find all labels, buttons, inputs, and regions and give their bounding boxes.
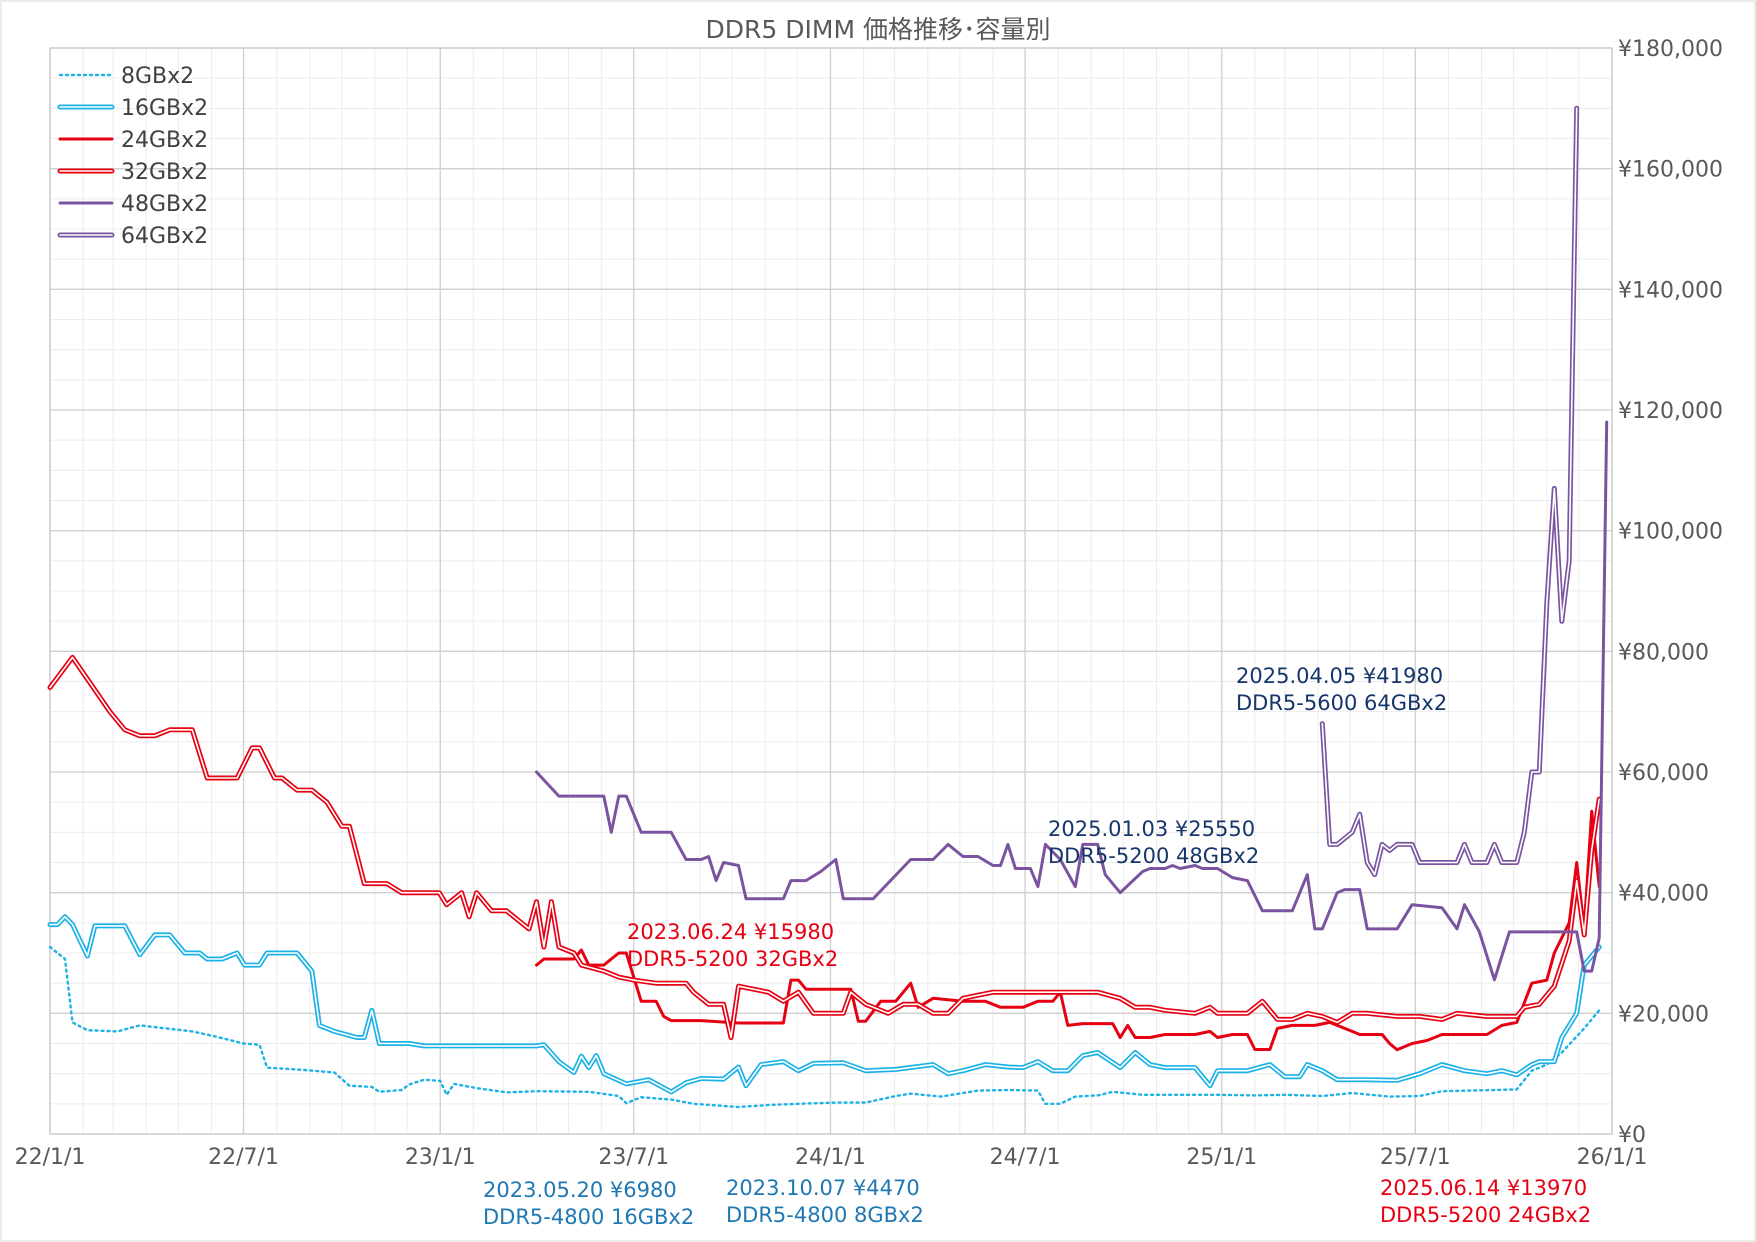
series-line-24GBx2 <box>535 809 1601 1052</box>
plot-area-border <box>49 47 1613 1135</box>
legend-item: 64GBx2 <box>57 224 208 249</box>
annotation-line: 2025.04.05 ¥41980 <box>1236 664 1443 688</box>
legend-item: 24GBx2 <box>58 128 208 153</box>
legend: 8GBx2 16GBx2 24GBx2 32GBx2 48GBx2 64GBx2 <box>57 64 208 249</box>
y-tick-label: ¥60,000 <box>1618 761 1709 786</box>
x-tick-label: 22/1/1 <box>15 1145 86 1170</box>
legend-item: 48GBx2 <box>58 192 208 217</box>
annotation: 2025.01.03 ¥25550 DDR5-5200 48GBx2 <box>1048 817 1259 868</box>
legend-label: 8GBx2 <box>121 64 194 89</box>
legend-label: 64GBx2 <box>121 224 208 249</box>
series-line-32GBx2-inner <box>49 656 1600 1039</box>
annotation-line: DDR5-5600 64GBx2 <box>1236 691 1447 715</box>
annotation-line: DDR5-5200 24GBx2 <box>1380 1203 1591 1227</box>
y-tick-label: ¥140,000 <box>1618 278 1723 303</box>
y-tick-label: ¥180,000 <box>1618 37 1723 62</box>
annotations: 2025.04.05 ¥41980 DDR5-5600 64GBx2 2025.01… <box>483 664 1591 1229</box>
chart-title: DDR5 DIMM 価格推移･容量別 <box>706 15 1051 44</box>
annotation-line: 2023.06.24 ¥15980 <box>627 920 834 944</box>
series-48GBx2 <box>535 420 1609 982</box>
y-axis-ticks: ¥0 ¥20,000 ¥40,000 ¥60,000 ¥80,000 ¥100,000 ¥1… <box>1618 37 1723 1148</box>
series-line-64GBx2-inner <box>1321 107 1578 876</box>
x-tick-label: 25/1/1 <box>1186 1145 1257 1170</box>
legend-label: 32GBx2 <box>121 160 208 185</box>
x-tick-label: 25/7/1 <box>1380 1145 1451 1170</box>
legend-item: 8GBx2 <box>58 64 194 89</box>
legend-item: 32GBx2 <box>57 160 208 185</box>
annotation-line: 2023.05.20 ¥6980 <box>483 1178 677 1202</box>
x-tick-label: 23/1/1 <box>405 1145 476 1170</box>
y-tick-label: ¥100,000 <box>1618 520 1723 545</box>
y-tick-label: ¥20,000 <box>1618 1002 1709 1027</box>
series-32GBx2 <box>47 654 1602 1041</box>
y-tick-label: ¥80,000 <box>1618 640 1709 665</box>
annotation-line: 2023.10.07 ¥4470 <box>726 1176 920 1200</box>
annotation: 2023.10.07 ¥4470 DDR5-4800 8GBx2 <box>726 1176 924 1227</box>
series-line-48GBx2 <box>535 420 1609 982</box>
series-layer <box>47 105 1609 1109</box>
legend-item: 16GBx2 <box>57 96 208 121</box>
annotation: 2025.04.05 ¥41980 DDR5-5600 64GBx2 <box>1236 664 1447 715</box>
series-line-16GBx2-inner <box>49 916 1600 1093</box>
legend-label: 16GBx2 <box>121 96 208 121</box>
annotation-line: DDR5-4800 16GBx2 <box>483 1205 694 1229</box>
series-16GBx2 <box>47 914 1602 1095</box>
annotation: 2025.06.14 ¥13970 DDR5-5200 24GBx2 <box>1380 1176 1591 1227</box>
legend-label: 48GBx2 <box>121 192 208 217</box>
annotation-line: 2025.01.03 ¥25550 <box>1048 817 1255 841</box>
y-tick-label: ¥120,000 <box>1618 399 1723 424</box>
series-24GBx2 <box>535 809 1601 1052</box>
annotation-line: 2025.06.14 ¥13970 <box>1380 1176 1587 1200</box>
x-tick-label: 26/1/1 <box>1577 1145 1648 1170</box>
x-tick-label: 24/1/1 <box>795 1145 866 1170</box>
annotation: 2023.06.24 ¥15980 DDR5-5200 32GBx2 <box>627 920 838 971</box>
series-8GBx2 <box>48 945 1601 1109</box>
legend-label: 24GBx2 <box>121 128 208 153</box>
annotation-line: DDR5-5200 32GBx2 <box>627 947 838 971</box>
series-line-8GBx2 <box>48 945 1601 1109</box>
y-tick-label: ¥0 <box>1618 1123 1646 1148</box>
x-tick-label: 23/7/1 <box>598 1145 669 1170</box>
y-tick-label: ¥40,000 <box>1618 882 1709 907</box>
x-tick-label: 22/7/1 <box>208 1145 279 1170</box>
annotation-line: DDR5-5200 48GBx2 <box>1048 844 1259 868</box>
annotation-line: DDR5-4800 8GBx2 <box>726 1203 924 1227</box>
series-64GBx2 <box>1319 105 1580 878</box>
y-tick-label: ¥160,000 <box>1618 158 1723 183</box>
x-tick-label: 24/7/1 <box>990 1145 1061 1170</box>
x-axis-ticks: 22/1/1 22/7/1 23/1/1 23/7/1 24/1/1 24/7/1 25/1… <box>15 1145 1648 1170</box>
annotation: 2023.05.20 ¥6980 DDR5-4800 16GBx2 <box>483 1178 694 1229</box>
